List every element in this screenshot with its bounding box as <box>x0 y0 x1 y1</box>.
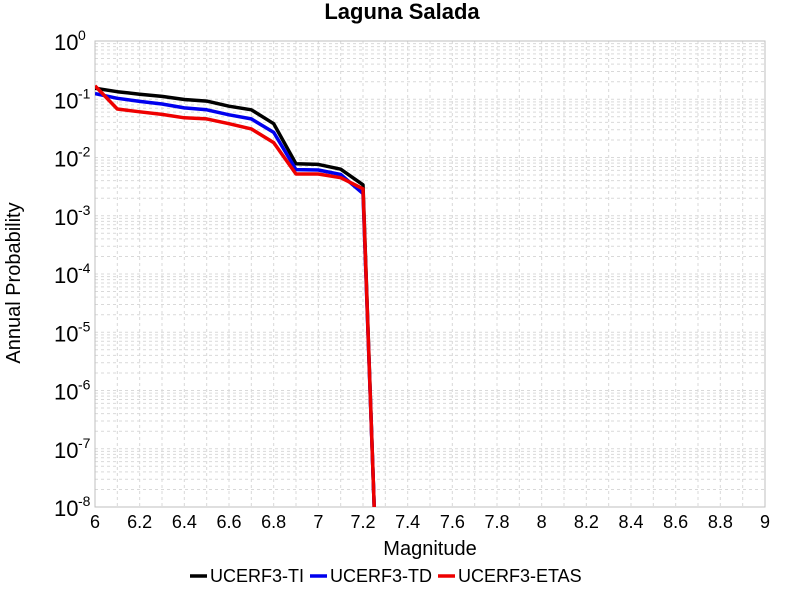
x-tick-label: 7.4 <box>395 512 420 532</box>
y-tick-exponent: -5 <box>78 318 91 334</box>
y-tick-exponent: -6 <box>78 377 91 393</box>
legend-label: UCERF3-TI <box>210 566 304 586</box>
y-tick-label: 10 <box>54 380 78 405</box>
x-tick-label: 9 <box>760 512 770 532</box>
y-tick-exponent: -7 <box>78 435 91 451</box>
legend: UCERF3-TI UCERF3-TD UCERF3-ETAS <box>190 566 582 586</box>
y-tick-label: 10 <box>54 30 78 55</box>
chart-title: Laguna Salada <box>324 0 480 24</box>
y-tick-exponent: -3 <box>78 202 91 218</box>
x-tick-label: 7 <box>313 512 323 532</box>
x-tick-label: 6.6 <box>216 512 241 532</box>
x-tick-label: 8.8 <box>708 512 733 532</box>
y-tick-label: 10 <box>54 88 78 113</box>
x-tick-label: 6 <box>90 512 100 532</box>
x-tick-label: 7.8 <box>484 512 509 532</box>
y-tick-label: 10 <box>54 496 78 521</box>
x-tick-label: 7.2 <box>350 512 375 532</box>
y-tick-exponent: -1 <box>78 85 91 101</box>
x-tick-label: 8.2 <box>574 512 599 532</box>
legend-label: UCERF3-TD <box>330 566 432 586</box>
y-tick-label: 10 <box>54 321 78 346</box>
x-tick-label: 7.6 <box>440 512 465 532</box>
grid <box>95 41 765 507</box>
x-tick-label: 6.4 <box>172 512 197 532</box>
y-tick-exponent: -4 <box>78 260 91 276</box>
y-tick-exponent: -2 <box>78 144 91 160</box>
x-tick-label: 8 <box>537 512 547 532</box>
x-axis-ticks: 6 6.2 6.4 6.6 6.8 7 7.2 7.4 7.6 7.8 8 8.2 8.4 8.6 8.8 9 <box>90 512 770 532</box>
y-tick-exponent: 0 <box>78 27 86 43</box>
y-tick-label: 10 <box>54 263 78 288</box>
x-tick-label: 6.8 <box>261 512 286 532</box>
y-tick-label: 10 <box>54 438 78 463</box>
x-tick-label: 8.6 <box>663 512 688 532</box>
x-axis-label: Magnitude <box>383 538 476 560</box>
series-line-ucerf3-td <box>95 94 376 566</box>
y-axis-label: Annual Probability <box>3 202 25 363</box>
y-tick-label: 10 <box>54 205 78 230</box>
y-tick-exponent: -8 <box>78 493 91 509</box>
y-tick-label: 10 <box>54 147 78 172</box>
x-tick-label: 6.2 <box>127 512 152 532</box>
x-tick-label: 8.4 <box>618 512 643 532</box>
legend-label: UCERF3-ETAS <box>458 566 582 586</box>
